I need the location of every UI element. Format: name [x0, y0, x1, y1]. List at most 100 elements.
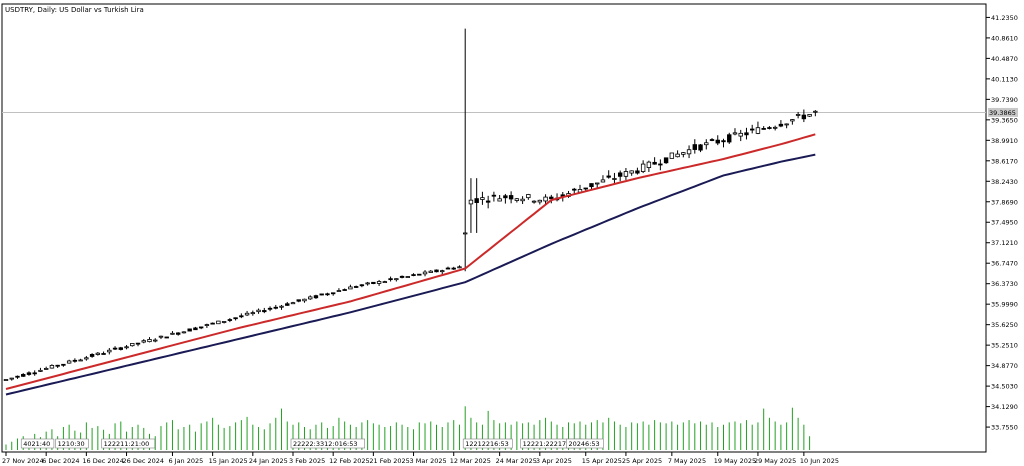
volume-label-box — [101, 438, 156, 449]
candle-body — [652, 161, 657, 165]
y-tick-label: 39.3650 — [991, 116, 1018, 124]
candle-body — [721, 140, 726, 143]
candle-body — [256, 309, 261, 313]
candle-body — [595, 182, 600, 185]
y-tick-label: 33.7550 — [991, 424, 1018, 432]
volume-label-box — [566, 438, 604, 449]
candle-body — [175, 332, 181, 335]
candle-body — [698, 144, 703, 151]
candle-body — [600, 179, 606, 183]
candle-body — [15, 375, 20, 378]
volume-label: 20246:53 — [569, 440, 600, 448]
candle-body — [520, 198, 525, 202]
candle-body — [681, 152, 686, 155]
candle-body — [371, 281, 376, 285]
candle-body — [491, 194, 497, 197]
candle-body — [262, 310, 267, 313]
candle-body — [422, 271, 428, 275]
x-tick-label: 15 Jan 2025 — [209, 457, 248, 465]
candle-body — [709, 139, 715, 141]
candle-body — [750, 128, 755, 131]
y-tick-label: 37.1210 — [991, 239, 1018, 247]
candle-body — [147, 339, 152, 343]
candle-body — [635, 170, 640, 174]
y-tick-label: 35.2510 — [991, 342, 1018, 350]
candle-body — [732, 132, 738, 135]
candle-body — [21, 374, 26, 377]
candle-body — [359, 284, 365, 287]
candle-body — [89, 353, 95, 357]
candle-body — [32, 372, 37, 375]
candle-body — [43, 368, 49, 370]
candle-body — [204, 324, 210, 326]
candle-body — [239, 315, 244, 318]
candle-body — [66, 360, 72, 364]
volume-label: 1210:30 — [58, 440, 85, 448]
candle-body — [755, 127, 761, 134]
candle-body — [807, 113, 812, 117]
candle-body — [485, 200, 491, 203]
candle-body — [658, 163, 663, 166]
x-tick-label: 3 Mar 2025 — [410, 457, 447, 465]
candle-body — [497, 198, 502, 202]
moving-average-fast-line — [5, 133, 816, 390]
y-tick-label: 36.7470 — [991, 260, 1018, 268]
volume-label: 22222:3312:016:53 — [293, 440, 357, 448]
y-tick-label: 36.3730 — [991, 280, 1018, 288]
candle-body — [646, 161, 652, 168]
candle-body — [778, 123, 784, 127]
x-tick-label: 7 May 2025 — [668, 457, 706, 465]
candle-body — [715, 139, 720, 144]
y-tick-label: 38.6170 — [991, 157, 1018, 165]
candle-body — [801, 114, 807, 120]
candle-body — [285, 303, 290, 306]
x-tick-label: 10 Jun 2025 — [800, 457, 839, 465]
candle-body — [49, 365, 55, 369]
candle-body — [663, 157, 669, 164]
candle-body — [107, 349, 112, 353]
candle-body — [503, 195, 508, 199]
volume-label: 4021:40 — [23, 440, 50, 448]
candle-body — [704, 142, 709, 146]
volume-label: 12212216:53 — [465, 440, 509, 448]
volume-label-box — [55, 438, 89, 449]
candle-body — [342, 289, 347, 291]
candle-body — [617, 172, 623, 177]
x-tick-label: 15 Apr 2025 — [582, 457, 622, 465]
x-tick-label: 25 Apr 2025 — [622, 457, 662, 465]
candle-body — [376, 281, 382, 284]
candle-body — [669, 152, 675, 159]
x-tick-label: 29 May 2025 — [754, 457, 796, 465]
candle-body — [767, 127, 772, 129]
volume-label-box — [462, 438, 513, 449]
candle-body — [26, 372, 32, 375]
candle-body — [428, 270, 433, 273]
x-tick-label: 21 Feb 2025 — [369, 457, 409, 465]
y-tick-label: 37.4950 — [991, 219, 1018, 227]
candle-body — [319, 293, 324, 296]
candle-body — [440, 270, 445, 273]
candle-body — [130, 343, 135, 347]
candle-body — [330, 292, 336, 295]
candle-body — [434, 269, 439, 273]
candle-body — [795, 114, 801, 116]
candle-body — [250, 312, 256, 315]
candle-body — [514, 198, 520, 201]
candle-body — [405, 276, 410, 278]
candle-body — [457, 266, 462, 269]
candle-body — [302, 298, 307, 302]
candle-body — [508, 195, 514, 200]
candle-body — [790, 119, 795, 122]
candle-body — [141, 340, 146, 343]
y-tick-label: 35.9990 — [991, 301, 1018, 309]
x-tick-label: 19 May 2025 — [714, 457, 756, 465]
x-tick-label: 27 Nov 2024 — [2, 457, 44, 465]
candle-body — [589, 183, 594, 188]
candle-body — [273, 306, 278, 309]
candle-body — [210, 322, 215, 325]
candle-body — [388, 278, 393, 281]
candle-body — [640, 163, 646, 172]
candle-body — [451, 267, 456, 270]
